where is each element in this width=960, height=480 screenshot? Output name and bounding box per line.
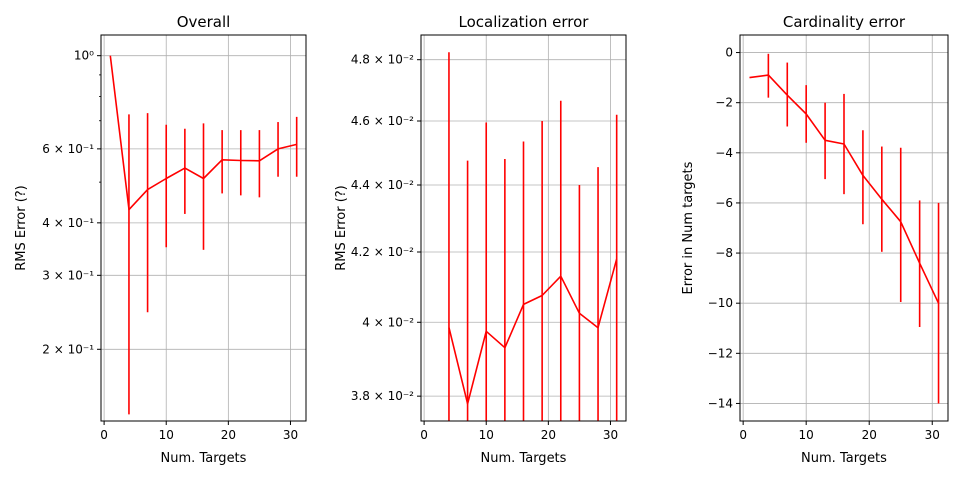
y-tick-label: 4.6 × 10⁻² [351,114,414,128]
x-tick-label: 10 [799,428,814,442]
x-tick-label: 10 [159,428,174,442]
x-tick-label: 20 [221,428,236,442]
x-axis-label: Num. Targets [161,451,247,466]
chart-title: Overall [177,13,231,31]
axes-frame [739,34,949,422]
y-tick-label: −4 [715,146,733,160]
y-tick-label: −10 [708,296,733,310]
y-axis-label: RMS Error (?) [14,185,29,271]
y-tick-label: −14 [708,396,733,410]
y-tick-label: 3 × 10⁻¹ [42,268,94,282]
chart-title: Cardinality error [783,13,906,31]
x-tick-label: 0 [420,428,428,442]
y-tick-label: 4.8 × 10⁻² [351,53,414,67]
x-tick-label: 10 [479,428,494,442]
y-tick-label: −2 [715,96,733,110]
x-tick-label: 30 [283,428,298,442]
y-tick-label: 3.8 × 10⁻² [351,389,414,403]
y-tick-label: 0 [725,46,733,60]
y-axis-label: Error in Num targets [681,161,696,294]
y-tick-label: 4.4 × 10⁻² [351,178,414,192]
y-tick-label: −8 [715,246,733,260]
axes-frame [100,34,307,422]
x-tick-label: 20 [541,428,556,442]
series-line [448,258,618,405]
x-tick-label: 0 [100,428,108,442]
subplot-3: 0 10 20 30 0 −2 −4 −6 −8 −10 −12 −14 Cardinality err… [681,13,949,466]
chart-title: Localization error [459,13,590,31]
y-tick-label: −12 [708,346,733,360]
y-axis-label: RMS Error (?) [334,185,349,271]
x-tick-label: 30 [603,428,618,442]
y-tick-label: 2 × 10⁻¹ [42,342,94,356]
x-tick-label: 30 [925,428,940,442]
y-tick-label: 4 × 10⁻¹ [42,216,94,230]
subplot-2: 0 10 20 30 3.8 × 10⁻² 4 × 10⁻² 4.2 × 10⁻² 4.4 ×… [334,13,627,466]
y-tick-label: 10⁰ [74,49,94,63]
subplot-1: 0 10 20 30 2 × 10⁻¹ 3 × 10⁻¹ 4 × 10⁻¹ 6 × 10⁻¹ 1… [14,13,307,466]
y-tick-label: 6 × 10⁻¹ [42,142,94,156]
x-axis-label: Num. Targets [481,451,567,466]
y-tick-label: 4 × 10⁻² [362,315,414,329]
axes-frame [420,34,627,422]
x-axis-label: Num. Targets [801,451,887,466]
y-tick-label: 4.2 × 10⁻² [351,245,414,259]
x-tick-label: 0 [739,428,747,442]
x-tick-label: 20 [862,428,877,442]
y-tick-label: −6 [715,196,733,210]
